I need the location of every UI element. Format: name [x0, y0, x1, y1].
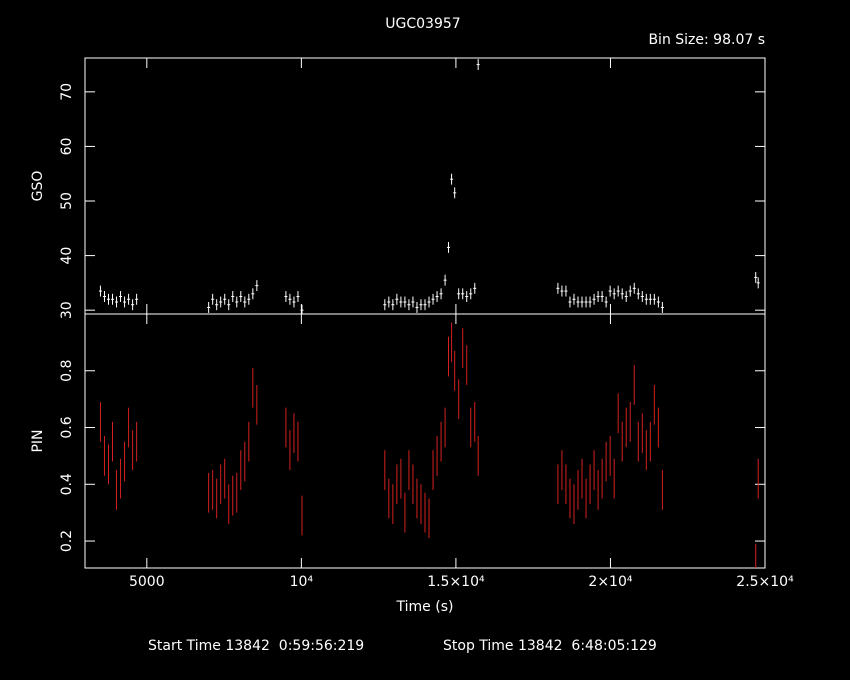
y-tick-label: 0.2	[59, 530, 75, 552]
plot-frame	[84, 313, 766, 569]
y-tick-label: 0.4	[59, 473, 75, 495]
x-tick-label: 5000	[129, 574, 165, 590]
plot-frame	[84, 57, 766, 315]
y-axis-label: GSO	[30, 171, 46, 202]
x-tick-label: 10⁴	[290, 574, 314, 590]
data-series	[98, 59, 760, 314]
y-tick-label: 40	[59, 247, 75, 265]
y-axis-label: PIN	[30, 429, 46, 452]
bin-size: Bin Size: 98.07 s	[648, 32, 765, 48]
y-tick-label: 50	[59, 192, 75, 210]
y-tick-label: 70	[59, 83, 75, 101]
x-tick-label: 1.5×10⁴	[427, 574, 485, 590]
x-tick-label: 2.5×10⁴	[736, 574, 794, 590]
x-axis-label: Time (s)	[396, 599, 454, 615]
x-tick-label: 2×10⁴	[588, 574, 632, 590]
y-tick-label: 0.6	[59, 416, 75, 438]
y-tick-label: 30	[59, 301, 75, 319]
stop-time: Stop Time 13842 6:48:05:129	[443, 638, 657, 654]
data-series	[99, 322, 759, 568]
y-tick-label: 0.8	[59, 360, 75, 382]
chart-title: UGC03957	[385, 16, 460, 32]
start-time: Start Time 13842 0:59:56:219	[148, 638, 364, 654]
y-tick-label: 60	[59, 138, 75, 156]
